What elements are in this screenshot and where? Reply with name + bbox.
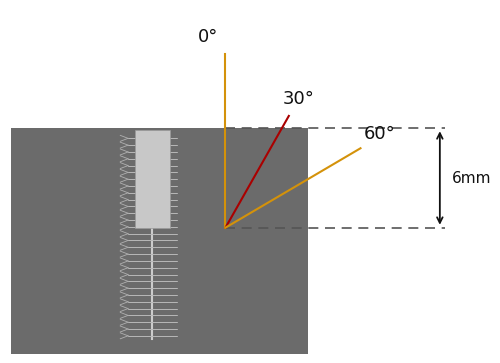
Bar	[135, 130, 170, 228]
Bar	[11, 129, 308, 354]
Text: 6mm: 6mm	[452, 171, 491, 185]
Text: 60°: 60°	[364, 125, 396, 143]
Text: 30°: 30°	[282, 90, 314, 108]
Text: 0°: 0°	[198, 28, 218, 46]
